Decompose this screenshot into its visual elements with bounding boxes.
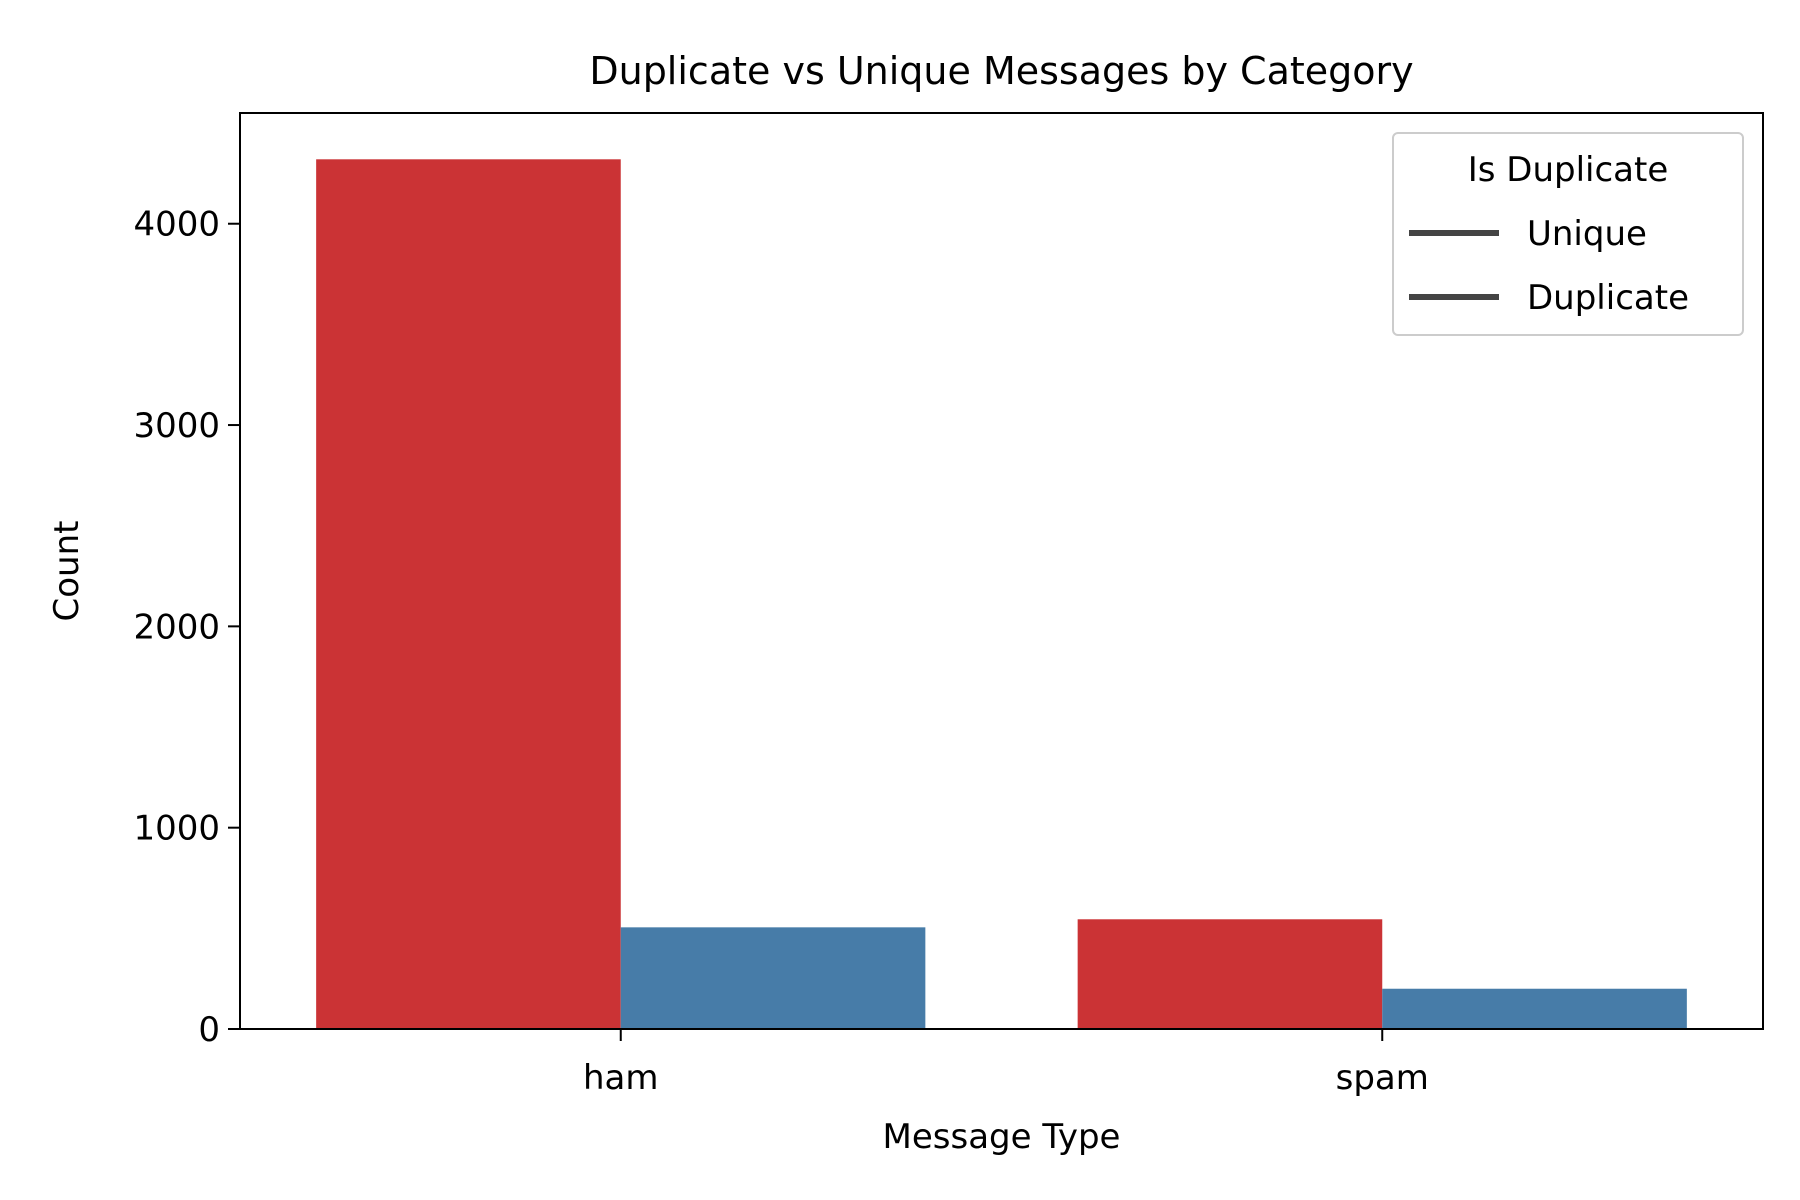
chart-title: Duplicate vs Unique Messages by Category bbox=[589, 49, 1413, 93]
x-axis-ticks: ham spam bbox=[583, 1029, 1429, 1098]
bar-ham-duplicate bbox=[620, 927, 926, 1029]
legend-box bbox=[1392, 132, 1744, 336]
bars-group bbox=[316, 159, 1687, 1030]
x-tick-label-spam: spam bbox=[1336, 1058, 1429, 1098]
x-tick-label-ham: ham bbox=[583, 1058, 659, 1098]
y-tick-label: 4000 bbox=[133, 205, 220, 245]
bar-ham-unique bbox=[316, 159, 621, 1030]
y-axis-ticks: 0 1000 2000 3000 4000 bbox=[133, 205, 240, 1050]
x-axis-label: Message Type bbox=[883, 1117, 1121, 1157]
y-tick-label: 2000 bbox=[133, 607, 220, 647]
bar-spam-unique bbox=[1077, 919, 1383, 1029]
bar-spam-duplicate bbox=[1382, 988, 1687, 1029]
y-axis-label: Count bbox=[47, 521, 87, 622]
legend-title: Is Duplicate bbox=[1468, 150, 1669, 190]
y-tick-label: 1000 bbox=[133, 809, 220, 849]
y-tick-label: 0 bbox=[198, 1010, 220, 1050]
legend-entries: Unique Duplicate bbox=[1409, 214, 1689, 318]
y-tick-label: 3000 bbox=[133, 406, 220, 446]
legend-label-unique: Unique bbox=[1527, 214, 1647, 254]
legend: Is Duplicate Unique Duplicate bbox=[1392, 132, 1744, 336]
plot-frame bbox=[239, 112, 1764, 1030]
legend-label-duplicate: Duplicate bbox=[1527, 278, 1689, 318]
